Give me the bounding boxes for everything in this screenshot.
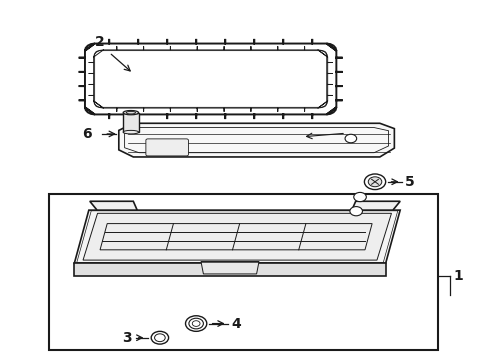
Polygon shape bbox=[83, 213, 391, 260]
Circle shape bbox=[367, 177, 381, 187]
FancyBboxPatch shape bbox=[145, 139, 188, 156]
Circle shape bbox=[192, 321, 200, 327]
Ellipse shape bbox=[123, 111, 138, 115]
Text: 2: 2 bbox=[94, 35, 104, 49]
Circle shape bbox=[154, 334, 165, 342]
Ellipse shape bbox=[123, 130, 138, 134]
Text: 5: 5 bbox=[404, 175, 414, 189]
Bar bbox=[49, 194, 437, 350]
Text: 6: 6 bbox=[82, 127, 92, 141]
Polygon shape bbox=[351, 201, 399, 210]
Circle shape bbox=[151, 331, 168, 344]
Bar bbox=[123, 113, 138, 132]
Circle shape bbox=[345, 134, 356, 143]
Circle shape bbox=[364, 174, 385, 190]
Polygon shape bbox=[119, 123, 393, 157]
Polygon shape bbox=[79, 39, 342, 119]
Polygon shape bbox=[74, 263, 385, 276]
Polygon shape bbox=[90, 201, 137, 210]
Circle shape bbox=[353, 192, 366, 202]
Polygon shape bbox=[201, 261, 259, 274]
Text: 4: 4 bbox=[230, 316, 240, 330]
Polygon shape bbox=[74, 210, 399, 263]
Circle shape bbox=[185, 316, 206, 331]
Circle shape bbox=[188, 318, 203, 329]
Text: 1: 1 bbox=[452, 269, 462, 283]
Circle shape bbox=[349, 207, 362, 216]
Text: 3: 3 bbox=[122, 331, 132, 345]
